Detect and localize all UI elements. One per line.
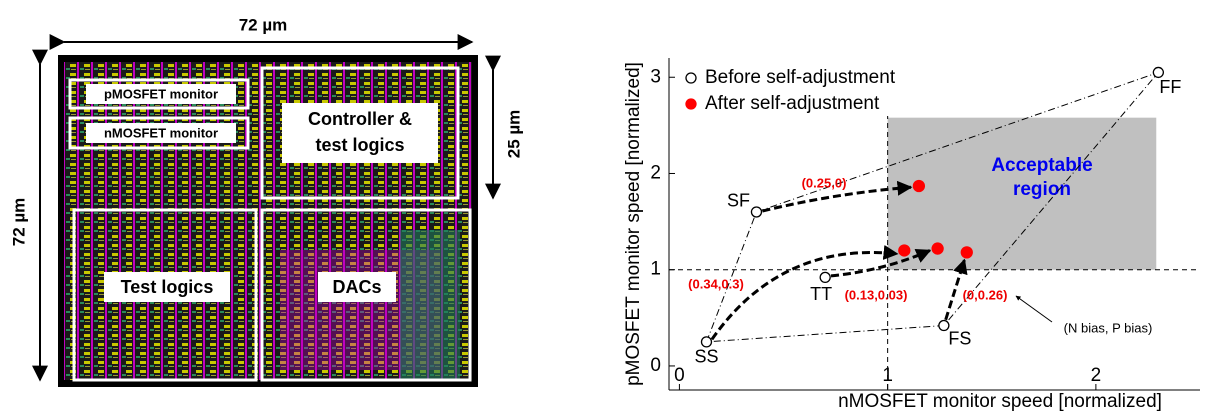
x-axis-label: nMOSFET monitor speed [normalized]	[838, 391, 1162, 412]
before-point	[750, 206, 763, 218]
block-height-label: 25 µm	[504, 110, 523, 159]
x-tick-label: 1	[882, 365, 893, 386]
y-axis-label: pMOSFET monitor speed [normalized]	[623, 62, 644, 386]
annotation: (N bias, P bias)	[1064, 320, 1153, 335]
block-label: test logics	[315, 135, 404, 155]
adjust-arrow	[944, 258, 968, 321]
point-label: TT	[810, 284, 832, 304]
before-point	[1152, 66, 1165, 79]
block-label: DACs	[332, 277, 381, 297]
after-point	[912, 179, 926, 193]
plot-area: Acceptable region 0 1 2 0 1 2 3 SS SF FF FS TT (0.34,0…	[650, 58, 1200, 391]
legend-label: Before self-adjustment	[705, 67, 896, 88]
annotation: (0,0.26)	[963, 287, 1008, 302]
block-label: Test logics	[121, 277, 214, 297]
y-tick-label: 0	[650, 355, 661, 376]
region-label: Acceptable	[991, 155, 1092, 176]
x-tick-label: 2	[1091, 365, 1102, 386]
block-label: Controller &	[308, 109, 412, 129]
legend-box	[677, 64, 967, 116]
adjust-arrow	[762, 180, 913, 213]
after-point	[931, 242, 944, 255]
block-label: nMOSFET monitor	[104, 125, 218, 140]
adjust-arrow	[710, 244, 899, 341]
annotation: (0.25,0)	[802, 175, 847, 190]
point-label: FS	[948, 328, 971, 348]
point-label: SS	[694, 347, 718, 367]
y-tick-label: 2	[650, 162, 661, 183]
legend-marker	[685, 98, 697, 110]
annotation-pointer	[1015, 295, 1053, 323]
acceptable-region	[887, 117, 1157, 270]
after-point	[898, 244, 911, 257]
block-label: pMOSFET monitor	[104, 86, 218, 101]
y-tick-label: 1	[650, 259, 661, 280]
annotation: (0.34,0.3)	[688, 276, 744, 291]
point-label: FF	[1159, 77, 1181, 97]
after-point	[960, 246, 973, 259]
y-tick-label: 3	[650, 66, 661, 87]
x-tick-label: 0	[674, 365, 685, 386]
legend-marker	[685, 72, 697, 84]
point-label: SF	[727, 191, 750, 211]
chip-layout	[32, 34, 501, 387]
annotation: (0.13,0.03)	[845, 287, 908, 302]
before-point	[938, 319, 950, 332]
width-label: 72 µm	[239, 15, 288, 34]
before-point	[700, 336, 713, 348]
adjust-arrow	[830, 249, 932, 278]
legend-label: After self-adjustment	[705, 93, 880, 114]
height-label: 72 µm	[9, 198, 28, 247]
region-label: region	[1013, 179, 1071, 200]
before-point	[819, 271, 831, 284]
